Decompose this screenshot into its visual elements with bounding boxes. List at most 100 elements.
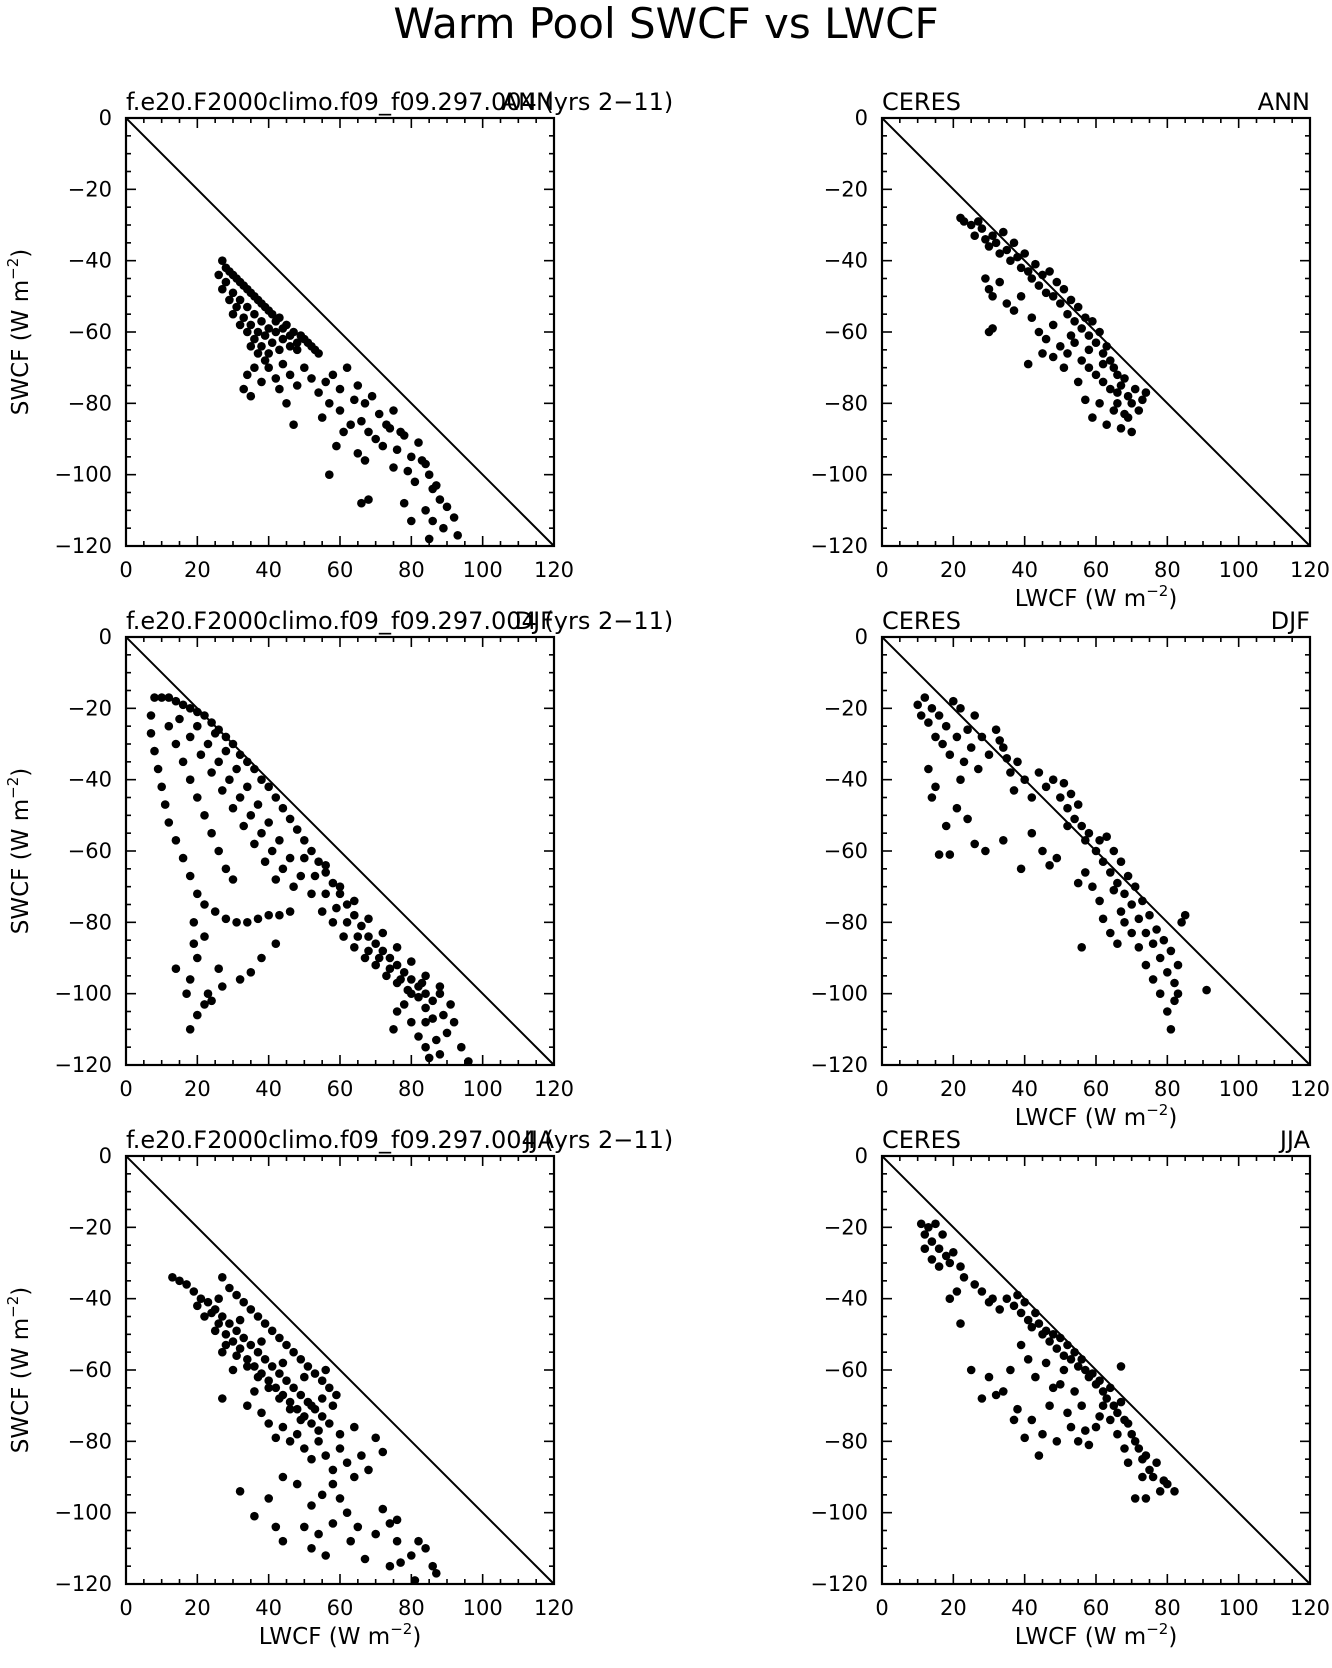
- x-tick-label: 120: [534, 1077, 574, 1101]
- data-point: [260, 1319, 270, 1328]
- data-point: [1066, 295, 1076, 305]
- data-point: [1023, 1315, 1033, 1325]
- x-tick-label: 80: [398, 1596, 425, 1620]
- data-point: [1102, 1394, 1111, 1403]
- data-point: [1138, 896, 1147, 906]
- data-point: [228, 270, 238, 280]
- x-tick-label: 60: [1083, 1077, 1110, 1101]
- y-tick-label: −60: [824, 1358, 868, 1382]
- data-point: [399, 1000, 409, 1009]
- data-point: [385, 1519, 395, 1528]
- data-point: [1027, 1322, 1037, 1332]
- panel-season-label: JJA: [1278, 1126, 1311, 1154]
- data-point: [1123, 1419, 1133, 1428]
- x-tick-label: 100: [1219, 558, 1259, 582]
- x-tick-label: 0: [119, 1077, 132, 1101]
- data-point: [307, 342, 316, 351]
- data-point: [289, 1383, 298, 1393]
- data-point: [966, 743, 976, 752]
- data-point: [1045, 861, 1054, 870]
- x-axis-title: LWCF (W m−2): [1015, 1101, 1178, 1131]
- data-point: [153, 764, 163, 774]
- data-point: [250, 1362, 259, 1371]
- data-point: [292, 1479, 302, 1489]
- data-point: [392, 445, 402, 455]
- data-point: [421, 1042, 430, 1052]
- data-point: [271, 317, 281, 326]
- x-tick-label: 60: [1083, 558, 1110, 582]
- data-point: [417, 456, 427, 465]
- data-point: [193, 721, 202, 731]
- data-point: [407, 516, 416, 526]
- data-point: [146, 711, 156, 720]
- data-point: [1088, 1369, 1097, 1378]
- data-point: [1173, 989, 1183, 998]
- data-point: [407, 989, 416, 998]
- data-point: [246, 811, 256, 820]
- data-point: [317, 1376, 327, 1385]
- data-point: [171, 964, 181, 973]
- data-point: [285, 1404, 295, 1414]
- data-point: [307, 1419, 316, 1428]
- data-point: [232, 1326, 241, 1336]
- data-point: [1141, 960, 1151, 970]
- data-point: [916, 1219, 926, 1229]
- data-point: [292, 1404, 302, 1414]
- y-tick-label: −80: [824, 391, 868, 415]
- x-tick-label: 20: [184, 1077, 211, 1101]
- data-point: [210, 907, 220, 916]
- data-point: [1173, 960, 1183, 970]
- data-point: [285, 907, 295, 916]
- data-point: [328, 918, 338, 927]
- data-point: [278, 1358, 288, 1368]
- data-point: [385, 1561, 395, 1571]
- data-point: [367, 391, 377, 401]
- data-point: [1116, 381, 1126, 390]
- data-point: [250, 292, 259, 301]
- data-point: [207, 718, 216, 727]
- data-point: [278, 324, 288, 333]
- data-point: [246, 320, 256, 330]
- data-point: [984, 242, 994, 251]
- data-point: [221, 864, 231, 874]
- data-point: [214, 757, 223, 767]
- data-point: [421, 989, 430, 998]
- data-point: [300, 363, 309, 373]
- data-point: [200, 900, 209, 909]
- data-point: [157, 782, 166, 792]
- data-point: [428, 996, 438, 1006]
- panel-season-label: DJF: [1271, 607, 1310, 635]
- data-point: [392, 1536, 402, 1546]
- data-point: [389, 1025, 398, 1034]
- data-point: [353, 1522, 363, 1532]
- data-point: [1020, 1433, 1029, 1443]
- data-point: [364, 495, 373, 504]
- data-point: [335, 1494, 345, 1503]
- data-point: [1170, 1487, 1179, 1496]
- data-point: [1116, 1362, 1126, 1371]
- data-point: [1138, 1472, 1147, 1482]
- data-point: [1059, 363, 1069, 373]
- data-point: [175, 1276, 184, 1286]
- data-point: [1034, 281, 1044, 290]
- data-point: [189, 918, 199, 927]
- data-point: [264, 910, 274, 920]
- data-point: [246, 1305, 256, 1314]
- y-tick-label: 0: [99, 625, 112, 649]
- scatter-panel: 0 20 40 60 80 100 120 0 −20 −40 −60 −80 −100 −120 f.e2…: [4, 88, 673, 582]
- data-point: [164, 818, 174, 827]
- data-point: [399, 968, 409, 977]
- x-tick-label: 80: [1154, 1596, 1181, 1620]
- data-point: [927, 793, 937, 802]
- data-point: [952, 803, 962, 813]
- data-point: [1134, 1444, 1144, 1453]
- y-tick-label: −100: [810, 463, 868, 487]
- data-point: [160, 800, 170, 809]
- x-tick-label: 40: [255, 1596, 282, 1620]
- data-point: [934, 1262, 944, 1271]
- data-point: [920, 1244, 930, 1253]
- data-point: [171, 696, 181, 706]
- data-point: [1127, 399, 1136, 408]
- panels-container: 0 20 40 60 80 100 120 0 −20 −40 −60 −80 −100 −120 f.e2…: [4, 88, 1330, 1650]
- data-point: [1023, 1355, 1033, 1364]
